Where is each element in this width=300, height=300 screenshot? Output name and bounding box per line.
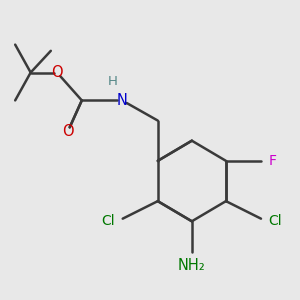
- Text: F: F: [269, 154, 277, 168]
- Text: NH₂: NH₂: [178, 259, 206, 274]
- Text: Cl: Cl: [269, 214, 282, 228]
- Text: O: O: [51, 65, 63, 80]
- Text: Cl: Cl: [101, 214, 115, 228]
- Text: N: N: [117, 93, 128, 108]
- Text: H: H: [108, 75, 118, 88]
- Text: O: O: [62, 124, 74, 139]
